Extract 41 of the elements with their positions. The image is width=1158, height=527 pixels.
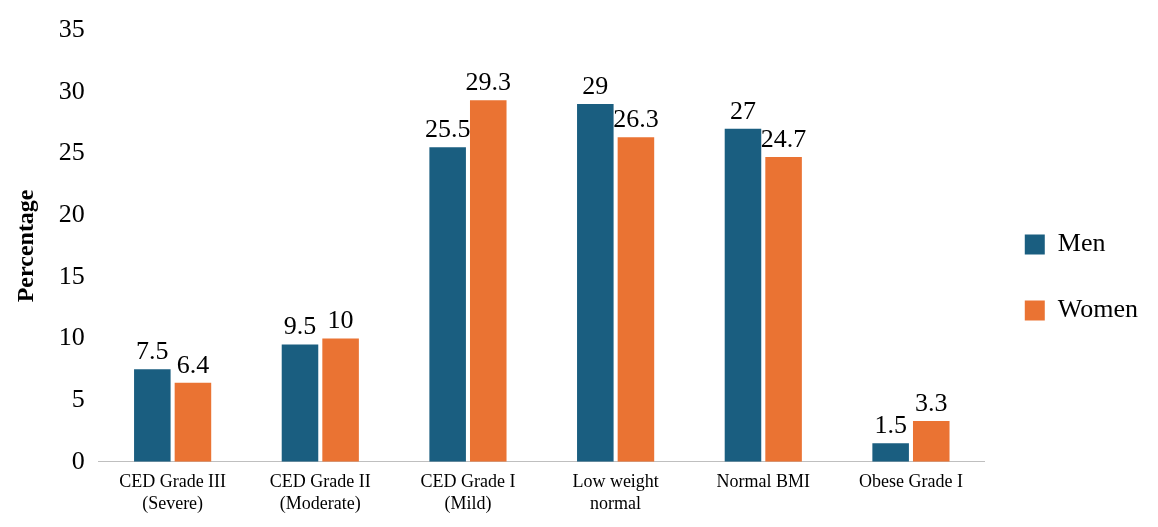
y-tick-label: 0 <box>71 445 85 475</box>
data-label: 9.5 <box>283 311 317 341</box>
y-tick-label: 35 <box>58 13 85 43</box>
bar <box>872 443 909 462</box>
data-label: 24.7 <box>760 123 807 153</box>
bar <box>281 344 319 462</box>
bar <box>174 382 212 462</box>
bar <box>322 338 359 462</box>
y-tick-label: 30 <box>58 75 85 105</box>
bar <box>577 104 614 462</box>
bar <box>134 369 171 462</box>
bar <box>912 421 950 462</box>
data-label: 29 <box>582 70 609 100</box>
y-tick-label: 5 <box>71 383 85 413</box>
data-label: 29.3 <box>465 67 512 97</box>
x-tick-label: CED Grade I (Mild) <box>420 471 516 514</box>
y-axis-title: Percentage <box>11 189 38 303</box>
bar <box>469 100 507 462</box>
data-label: 6.4 <box>176 349 210 379</box>
data-label: 3.3 <box>915 387 948 417</box>
data-label: 10 <box>327 305 354 335</box>
bar <box>429 147 466 462</box>
x-tick-label: Normal BMI <box>716 471 811 492</box>
data-label: 27 <box>729 95 756 125</box>
data-label: 25.5 <box>424 114 471 144</box>
x-tick-label: CED Grade II (Moderate) <box>269 471 371 514</box>
x-tick-label: CED Grade III (Severe) <box>119 471 227 514</box>
y-tick-label: 15 <box>58 260 85 290</box>
bar <box>724 128 762 462</box>
y-tick-label: 20 <box>58 198 85 228</box>
data-label: 1.5 <box>874 410 907 440</box>
y-tick-label: 25 <box>58 137 85 167</box>
legend-label: Women <box>1057 294 1139 324</box>
data-label: 26.3 <box>613 104 659 134</box>
bar <box>617 137 655 462</box>
y-tick-label: 10 <box>58 322 85 352</box>
legend-label: Men <box>1057 228 1106 258</box>
bar <box>765 157 802 462</box>
data-label: 7.5 <box>136 336 169 366</box>
x-tick-label: Low weight normal <box>572 471 659 513</box>
x-tick-label: Obese Grade I <box>858 471 963 492</box>
